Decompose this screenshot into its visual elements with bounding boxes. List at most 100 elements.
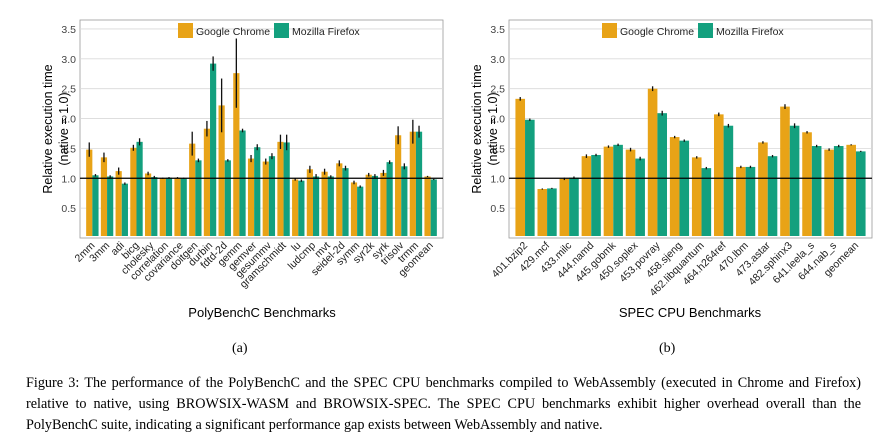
bar	[159, 178, 166, 236]
bar	[136, 141, 143, 236]
figure: 0.51.01.52.02.53.03.52mm3mmadibicgcholes…	[41, 19, 873, 320]
bar	[189, 143, 196, 236]
bar	[625, 149, 636, 236]
y-axis-label-sub: (native = 1.0)	[57, 92, 71, 165]
bar	[824, 149, 834, 236]
y-tick-label: 1.0	[490, 173, 505, 185]
legend-swatch	[178, 23, 193, 38]
bar	[86, 149, 93, 236]
bar	[613, 144, 623, 236]
bar	[336, 163, 343, 236]
bar	[342, 168, 349, 236]
bar	[386, 162, 393, 236]
bar	[327, 176, 334, 236]
bar	[647, 88, 658, 236]
y-tick-label: 1.5	[490, 143, 505, 155]
bar	[409, 131, 416, 236]
y-axis-label-sub: (native = 1.0)	[486, 92, 500, 165]
bar	[424, 176, 431, 236]
bar	[203, 128, 211, 236]
bar	[268, 156, 276, 236]
subfigure-label-a: (a)	[232, 341, 248, 356]
bar	[233, 73, 240, 237]
bar	[395, 135, 402, 236]
bar	[401, 166, 408, 236]
bar	[224, 160, 231, 236]
y-tick-label: 2.5	[61, 84, 76, 96]
bar	[736, 166, 746, 236]
bar	[415, 131, 423, 236]
bar	[603, 146, 614, 236]
bar	[547, 188, 557, 236]
bar	[277, 141, 284, 236]
bar	[283, 142, 290, 236]
bar	[515, 98, 526, 237]
bar	[780, 106, 790, 236]
bar	[292, 179, 299, 236]
bar	[100, 157, 108, 236]
legend-swatch	[274, 23, 289, 38]
bar	[669, 137, 680, 236]
y-tick-label: 3.0	[490, 54, 505, 66]
bar	[151, 177, 158, 236]
bar	[767, 156, 778, 236]
bar	[679, 140, 690, 236]
legend-label: Mozilla Firefox	[292, 26, 360, 38]
bar	[239, 130, 246, 236]
y-tick-label: 1.0	[61, 173, 76, 185]
bar	[312, 176, 320, 236]
bar	[371, 175, 379, 236]
bar	[365, 174, 372, 236]
bar	[321, 171, 328, 236]
bar	[657, 113, 668, 236]
bar	[846, 144, 856, 236]
bar	[262, 161, 269, 236]
y-tick-label: 2.0	[490, 114, 505, 126]
bar	[357, 186, 364, 236]
y-tick-label: 0.5	[61, 203, 76, 215]
bar	[713, 114, 724, 236]
bar	[210, 63, 217, 236]
bar	[298, 180, 305, 236]
bar	[306, 169, 313, 236]
bar	[130, 147, 137, 236]
bar	[855, 151, 866, 236]
bar	[165, 177, 173, 236]
y-axis-label: Relative execution time	[470, 64, 484, 193]
bar	[218, 105, 225, 236]
bar	[537, 189, 548, 236]
bar	[691, 157, 702, 236]
y-tick-label: 2.5	[490, 84, 505, 96]
bar	[723, 125, 734, 236]
bar	[350, 182, 358, 236]
bar	[121, 183, 128, 236]
bar	[789, 125, 800, 236]
y-tick-label: 3.5	[490, 24, 505, 36]
bar	[745, 166, 756, 236]
bar	[107, 176, 114, 236]
legend-swatch	[602, 23, 617, 38]
bar	[802, 132, 812, 236]
bar	[380, 172, 387, 236]
y-tick-label: 0.5	[490, 203, 505, 215]
y-tick-label: 1.5	[61, 143, 76, 155]
bar	[833, 146, 844, 236]
bar	[559, 178, 570, 236]
subfigure-label-b: (b)	[659, 341, 676, 356]
bar	[115, 171, 122, 236]
bar	[430, 179, 437, 236]
legend-swatch	[698, 23, 713, 38]
bar	[635, 158, 645, 236]
legend-label: Google Chrome	[196, 26, 270, 38]
bar	[92, 175, 99, 236]
bar	[180, 178, 187, 236]
legend-label: Google Chrome	[620, 26, 694, 38]
bar	[758, 142, 768, 236]
y-tick-label: 3.0	[61, 54, 76, 66]
figure-caption: Figure 3: The performance of the PolyBen…	[26, 375, 861, 433]
x-axis-label: SPEC CPU Benchmarks	[619, 305, 762, 320]
bar	[254, 147, 261, 236]
spec-chart: 0.51.01.52.02.53.03.5401.bzip2429.mcf433…	[470, 19, 873, 320]
bar	[701, 168, 712, 236]
x-axis-label: PolyBenchC Benchmarks	[188, 305, 336, 320]
